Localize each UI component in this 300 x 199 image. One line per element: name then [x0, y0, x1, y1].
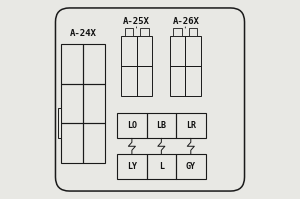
Text: LY: LY: [127, 162, 137, 171]
Bar: [185, 66, 201, 96]
Bar: [121, 66, 136, 96]
Bar: [140, 28, 148, 36]
Bar: [136, 66, 152, 96]
Bar: [176, 113, 206, 138]
Bar: [58, 108, 61, 138]
Bar: [185, 36, 201, 66]
Bar: [83, 44, 105, 84]
Bar: [173, 28, 182, 36]
Bar: [83, 84, 105, 123]
Bar: [124, 28, 133, 36]
Text: LB: LB: [156, 121, 166, 130]
Bar: [117, 154, 147, 179]
Bar: [61, 84, 83, 123]
Bar: [61, 123, 83, 163]
Text: LO: LO: [127, 121, 137, 130]
Text: L: L: [159, 162, 164, 171]
Bar: [170, 36, 185, 66]
Bar: [147, 154, 176, 179]
Bar: [170, 66, 185, 96]
Text: A-24X: A-24X: [70, 29, 97, 38]
Text: LR: LR: [186, 121, 196, 130]
Bar: [176, 154, 206, 179]
Text: A-26X: A-26X: [172, 17, 199, 26]
Bar: [189, 28, 197, 36]
Bar: [121, 36, 136, 66]
Bar: [136, 36, 152, 66]
Bar: [61, 44, 83, 84]
Bar: [83, 123, 105, 163]
Text: GY: GY: [186, 162, 196, 171]
Bar: [147, 113, 176, 138]
Bar: [117, 113, 147, 138]
Text: A-25X: A-25X: [123, 17, 149, 26]
FancyBboxPatch shape: [56, 8, 244, 191]
